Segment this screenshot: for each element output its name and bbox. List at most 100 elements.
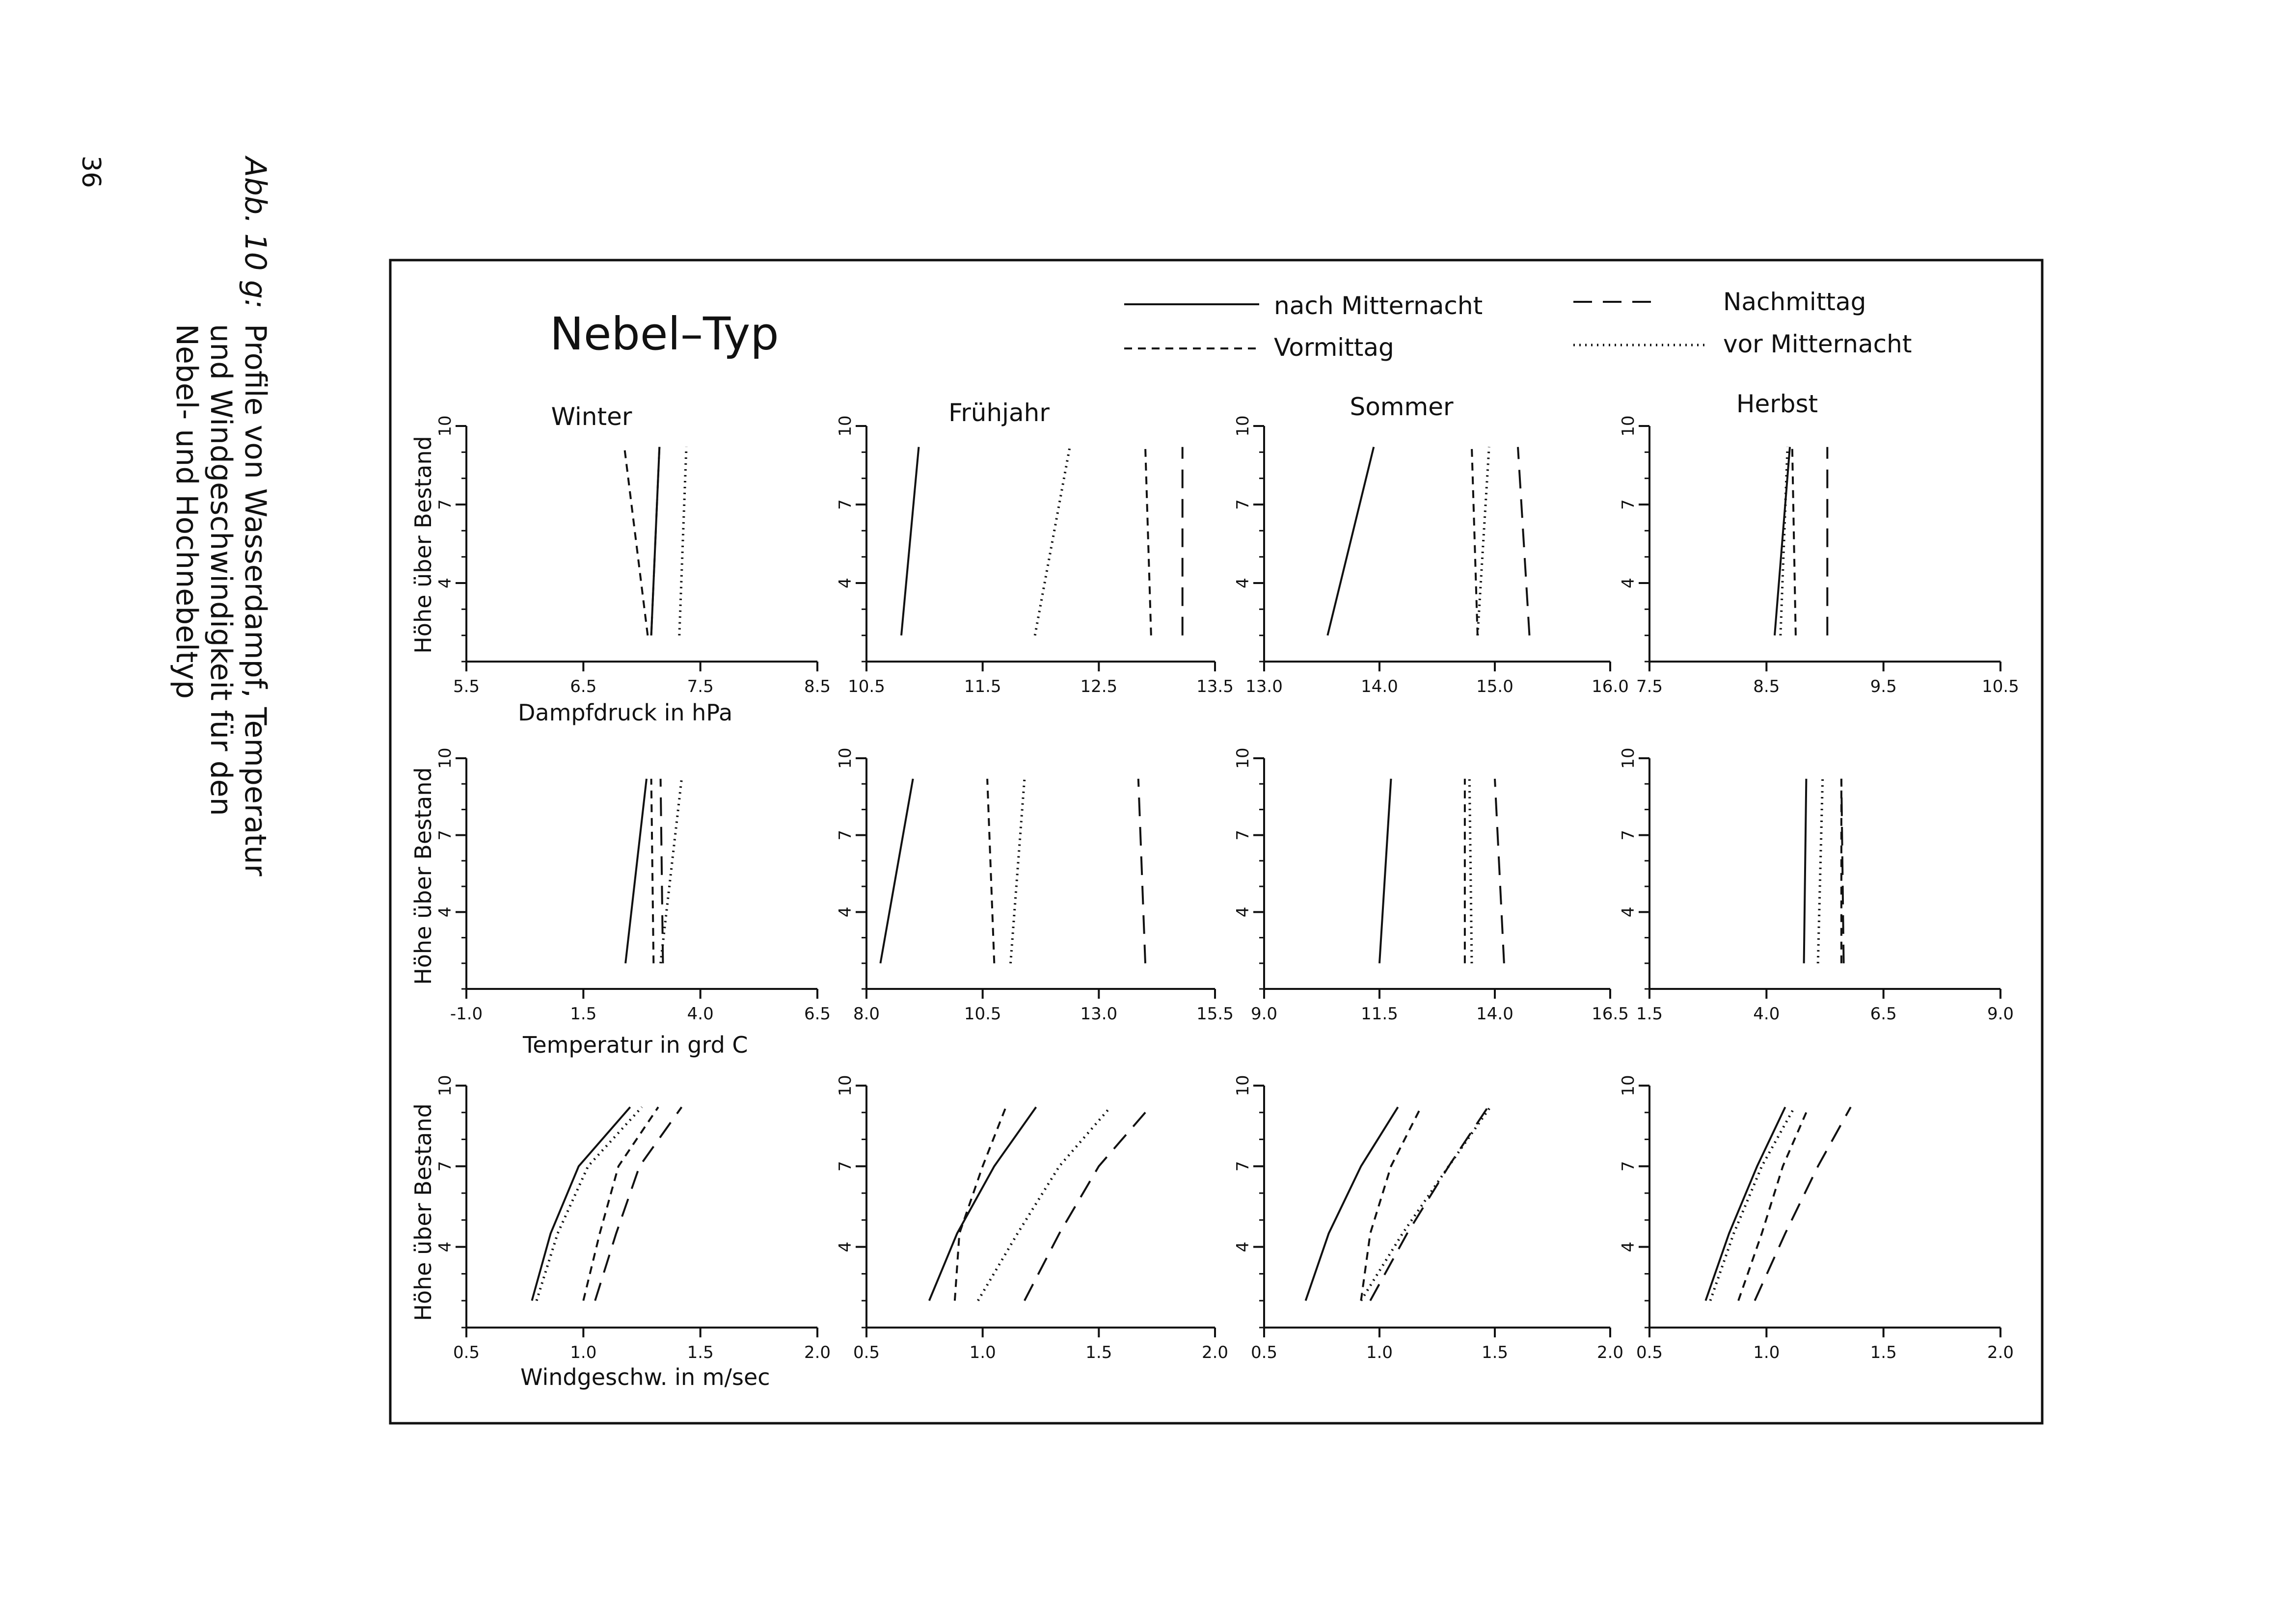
panel-2-4: 4 7 10 1.5 4.0 6.5 9.0 (1619, 747, 2014, 1024)
x-tick-label: 7.5 (687, 677, 714, 696)
x-tick-label: 2.0 (804, 1343, 831, 1362)
series-line-nach-mitternacht (624, 778, 648, 964)
y-tick-label: 7 (1619, 1161, 1638, 1172)
x-tick-label: 11.5 (964, 677, 1001, 696)
figure-title: Nebel–Typ (550, 308, 779, 360)
series-line-nachmittag (1137, 778, 1146, 963)
y-tick-label: 4 (1233, 578, 1253, 588)
series-line-vor-mitternacht (1468, 778, 1473, 963)
x-tick-label: 8.5 (804, 677, 831, 696)
series-line-nach-mitternacht (928, 1106, 1037, 1301)
x-tick-label: 1.0 (970, 1343, 996, 1362)
y-tick-label: 10 (1233, 415, 1253, 436)
y-tick-label: 4 (435, 578, 455, 588)
legend-label-vormittag: Vormittag (1274, 333, 1394, 362)
series-line-nachmittag (1369, 1106, 1489, 1302)
panel-2-2: 4 7 10 8.0 10.5 13.0 15.5 (836, 747, 1234, 1024)
row-xlabel-temperatur: Temperatur in grd C (522, 1032, 748, 1058)
y-tick-label: 7 (1619, 499, 1638, 510)
x-tick-label: 0.5 (1636, 1343, 1663, 1362)
series-line-nach-mitternacht (1304, 1106, 1399, 1301)
series-line-nach-mitternacht (1774, 447, 1791, 636)
series-line-vor-mitternacht (1033, 447, 1071, 636)
y-tick-label: 7 (435, 1161, 455, 1172)
x-tick-label: 16.5 (1592, 1004, 1629, 1024)
y-tick-label: 7 (1233, 830, 1253, 841)
y-tick-label: 7 (1619, 830, 1638, 841)
series-line-vormittag (1144, 447, 1152, 636)
x-tick-label: 8.5 (1753, 677, 1780, 696)
x-tick-label: 6.5 (1870, 1004, 1897, 1024)
x-tick-label: 4.0 (1753, 1004, 1780, 1024)
series-line-nach-mitternacht (879, 778, 914, 964)
y-tick-label: 10 (435, 747, 455, 769)
panel-3-2: 4 7 10 0.5 1.0 1.5 2.0 (836, 1075, 1228, 1362)
y-tick-label: 10 (1619, 415, 1638, 436)
x-tick-label: 15.0 (1476, 677, 1513, 696)
legend-label-nachmittag: Nachmittag (1723, 288, 1866, 316)
series-line-nachmittag (1840, 778, 1845, 963)
y-tick-label: 10 (836, 1075, 855, 1096)
y-tick-label: 4 (836, 578, 855, 588)
x-tick-label: 14.0 (1361, 677, 1398, 696)
x-tick-label: 5.5 (453, 677, 480, 696)
series-line-nach-mitternacht (1803, 778, 1808, 963)
y-tick-label: 4 (836, 907, 855, 918)
x-tick-label: -1.0 (450, 1004, 483, 1024)
series-line-nach-mitternacht (900, 447, 920, 636)
series-line-vormittag (1360, 1106, 1422, 1301)
series-line-nachmittag (594, 1106, 683, 1301)
x-tick-label: 1.5 (687, 1343, 714, 1362)
panel-3-4: 4 7 10 0.5 1.0 1.5 2.0 (1619, 1075, 2014, 1362)
x-tick-label: 15.5 (1196, 1004, 1234, 1024)
series-line-vor-mitternacht (1009, 778, 1026, 963)
x-tick-label: 9.0 (1987, 1004, 2014, 1024)
series-line-vor-mitternacht (1816, 778, 1824, 963)
x-tick-label: 12.5 (1080, 677, 1117, 696)
panel-3-3: 4 7 10 0.5 1.0 1.5 2.0 (1233, 1075, 1623, 1362)
series-line-vormittag (953, 1107, 1007, 1301)
series-line-nachmittag (1024, 1106, 1151, 1302)
series-line-vor-mitternacht (1779, 447, 1789, 636)
series-line-vormittag (623, 447, 649, 636)
season-title-sommer: Sommer (1350, 393, 1454, 421)
series-line-vor-mitternacht (659, 778, 683, 964)
x-tick-label: 1.0 (1366, 1343, 1393, 1362)
x-tick-label: 1.5 (1636, 1004, 1663, 1024)
panel-3-1: 4 7 10 0.5 1.0 1.5 2.0 (435, 1075, 831, 1362)
season-title-herbst: Herbst (1736, 390, 1818, 418)
x-tick-label: 7.5 (1636, 677, 1663, 696)
x-tick-label: 1.0 (570, 1343, 596, 1362)
x-tick-label: 6.5 (570, 677, 596, 696)
y-tick-label: 7 (836, 1161, 855, 1172)
x-tick-label: 9.5 (1870, 677, 1897, 696)
x-tick-label: 0.5 (1251, 1343, 1277, 1362)
y-tick-label: 7 (836, 499, 855, 510)
series-line-nach-mitternacht (531, 1106, 631, 1301)
x-tick-label: 10.5 (848, 677, 885, 696)
page-number: 36 (76, 156, 106, 188)
series-line-vormittag (1471, 447, 1479, 636)
x-tick-label: 10.5 (1982, 677, 2019, 696)
caption-line-1: Profile von Wasserdampf, Temperatur (238, 324, 272, 877)
x-tick-label: 1.5 (1482, 1343, 1508, 1362)
legend-label-nach-mitternacht: nach Mitternacht (1274, 292, 1483, 320)
panel-2-3: 4 7 10 9.0 11.5 14.0 16.5 (1233, 747, 1629, 1024)
x-tick-label: 1.5 (1870, 1343, 1897, 1362)
x-tick-label: 13.0 (1245, 677, 1283, 696)
season-title-fruehjahr: Frühjahr (948, 399, 1050, 427)
series-line-nach-mitternacht (1326, 447, 1375, 636)
x-tick-label: 0.5 (453, 1343, 480, 1362)
y-tick-label: 4 (435, 907, 455, 918)
panel-1-3: 4 7 10 13.0 14.0 15.0 16.0 (1233, 415, 1629, 696)
series-line-nach-mitternacht (1704, 1106, 1786, 1301)
x-tick-label: 6.5 (804, 1004, 831, 1024)
panel-2-1: 4 7 10 -1.0 1.5 4.0 6.5 (435, 747, 831, 1024)
y-tick-label: 4 (1233, 907, 1253, 918)
y-tick-label: 4 (1619, 1242, 1638, 1252)
series-line-nachmittag (1754, 1106, 1852, 1302)
season-title-winter: Winter (551, 402, 632, 431)
series-line-vor-mitternacht (1476, 447, 1490, 636)
series-line-vor-mitternacht (678, 447, 688, 636)
y-tick-label: 7 (1233, 499, 1253, 510)
